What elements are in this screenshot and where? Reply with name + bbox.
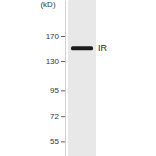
tick-label: 130: [46, 57, 60, 66]
tick: 95: [50, 86, 65, 95]
tick-mark: [61, 141, 65, 142]
tick-label: 55: [50, 137, 59, 146]
tick: 130: [46, 57, 65, 66]
lane-background: [68, 0, 96, 156]
tick: 55: [50, 137, 65, 146]
blot-figure: 170 130 95 72 55 (kD) IR: [0, 0, 156, 156]
tick-label: 95: [50, 86, 59, 95]
tick-mark: [61, 90, 65, 91]
tick-label: 72: [50, 112, 59, 121]
tick-mark: [61, 116, 65, 117]
tick-mark: [61, 61, 65, 62]
plot-area: [71, 46, 93, 50]
tick: 170: [46, 32, 65, 41]
y-axis-title: (kD): [40, 0, 55, 9]
y-axis: 170 130 95 72 55: [46, 1, 66, 156]
band-label: IR: [98, 43, 108, 53]
axis-line: [65, 1, 66, 156]
tick-label: 170: [46, 32, 60, 41]
tick-mark: [61, 36, 65, 37]
band: [71, 46, 93, 50]
tick: 72: [50, 112, 65, 121]
